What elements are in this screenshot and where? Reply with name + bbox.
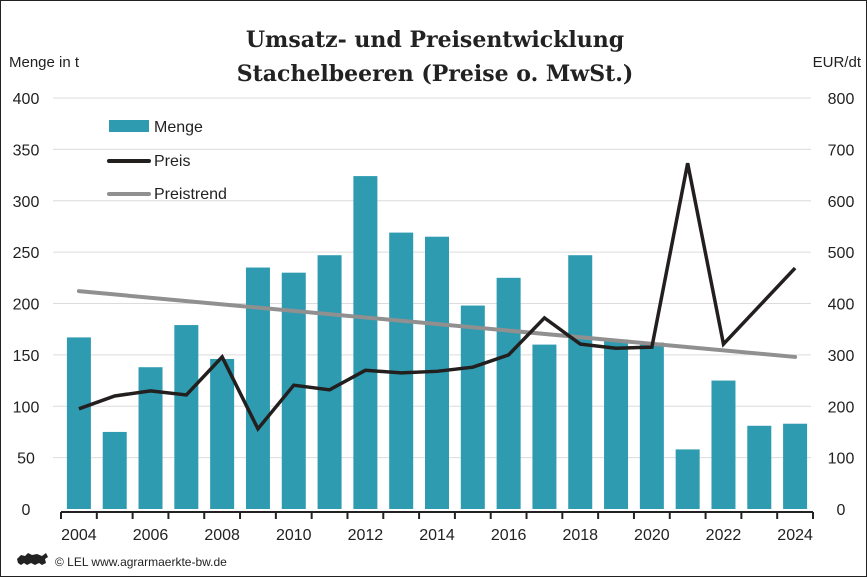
- chart-subtitle: Stachelbeeren (Preise o. MwSt.): [237, 61, 634, 87]
- bar-2015: [461, 306, 485, 509]
- x-tick-label: 2022: [706, 527, 742, 544]
- y-tick-right: 100: [828, 451, 855, 468]
- y-tick-left: 350: [13, 142, 40, 159]
- bar-2022: [711, 381, 735, 509]
- y-axis-left-label: Menge in t: [9, 54, 80, 71]
- y-tick-right: 0: [837, 502, 846, 519]
- legend: Menge Preis Preistrend: [109, 119, 227, 203]
- bar-2006: [139, 367, 163, 509]
- y-tick-left: 400: [13, 91, 40, 108]
- x-tick-label: 2020: [634, 527, 670, 544]
- y-tick-right: 800: [828, 91, 855, 108]
- bar-2021: [676, 449, 700, 509]
- footer-credit: © LEL www.agrarmaerkte-bw.de: [55, 555, 227, 569]
- y-tick-left: 100: [13, 399, 40, 416]
- lion-icon: [17, 553, 48, 565]
- x-axis: 2004 2006 2008 2010 2012 2014 2016 2018 2020 2022…: [61, 512, 813, 544]
- bar-2020: [640, 343, 664, 509]
- bar-2019: [604, 339, 628, 509]
- x-tick-label: 2004: [61, 527, 97, 544]
- bar-2005: [103, 432, 127, 509]
- bar-2004: [67, 337, 91, 509]
- y-tick-left: 300: [13, 194, 40, 211]
- bar-2012: [353, 176, 377, 509]
- legend-swatch-menge: [109, 120, 149, 132]
- y-tick-right: 600: [828, 194, 855, 211]
- y-axis-right-label: EUR/dt: [813, 54, 862, 71]
- y-tick-right: 300: [828, 348, 855, 365]
- y-tick-right: 400: [828, 297, 855, 314]
- bar-2018: [568, 255, 592, 509]
- y-tick-left: 50: [17, 451, 35, 468]
- y-tick-left: 250: [13, 245, 40, 262]
- x-tick-label: 2008: [204, 527, 240, 544]
- bar-2023: [747, 426, 771, 509]
- y-tick-right: 500: [828, 245, 855, 262]
- x-tick-label: 2024: [777, 527, 813, 544]
- x-tick-label: 2012: [348, 527, 384, 544]
- y-tick-left: 0: [22, 502, 31, 519]
- bar-2016: [497, 278, 521, 509]
- bar-2009: [246, 268, 270, 509]
- x-tick-label: 2018: [562, 527, 598, 544]
- y-axis-right-ticks: 0 100 200 300 400 500 600 700 800: [828, 91, 855, 519]
- x-tick-label: 2006: [133, 527, 169, 544]
- x-tick-label: 2014: [419, 527, 455, 544]
- bar-2008: [210, 359, 234, 509]
- bars-menge: [67, 176, 807, 509]
- legend-label-menge: Menge: [154, 119, 203, 136]
- y-tick-left: 150: [13, 348, 40, 365]
- legend-label-preistrend: Preistrend: [154, 186, 227, 203]
- y-tick-right: 700: [828, 142, 855, 159]
- chart-title: Umsatz- und Preisentwicklung: [246, 27, 624, 53]
- y-axis-left-ticks: 0 50 100 150 200 250 300 350 400: [13, 91, 40, 519]
- y-tick-right: 200: [828, 399, 855, 416]
- y-tick-left: 200: [13, 297, 40, 314]
- bar-2007: [174, 325, 198, 509]
- bar-2024: [783, 424, 807, 509]
- bar-2011: [318, 255, 342, 509]
- legend-label-preis: Preis: [154, 153, 190, 170]
- x-tick-label: 2010: [276, 527, 312, 544]
- bar-2017: [532, 345, 556, 509]
- x-tick-label: 2016: [491, 527, 527, 544]
